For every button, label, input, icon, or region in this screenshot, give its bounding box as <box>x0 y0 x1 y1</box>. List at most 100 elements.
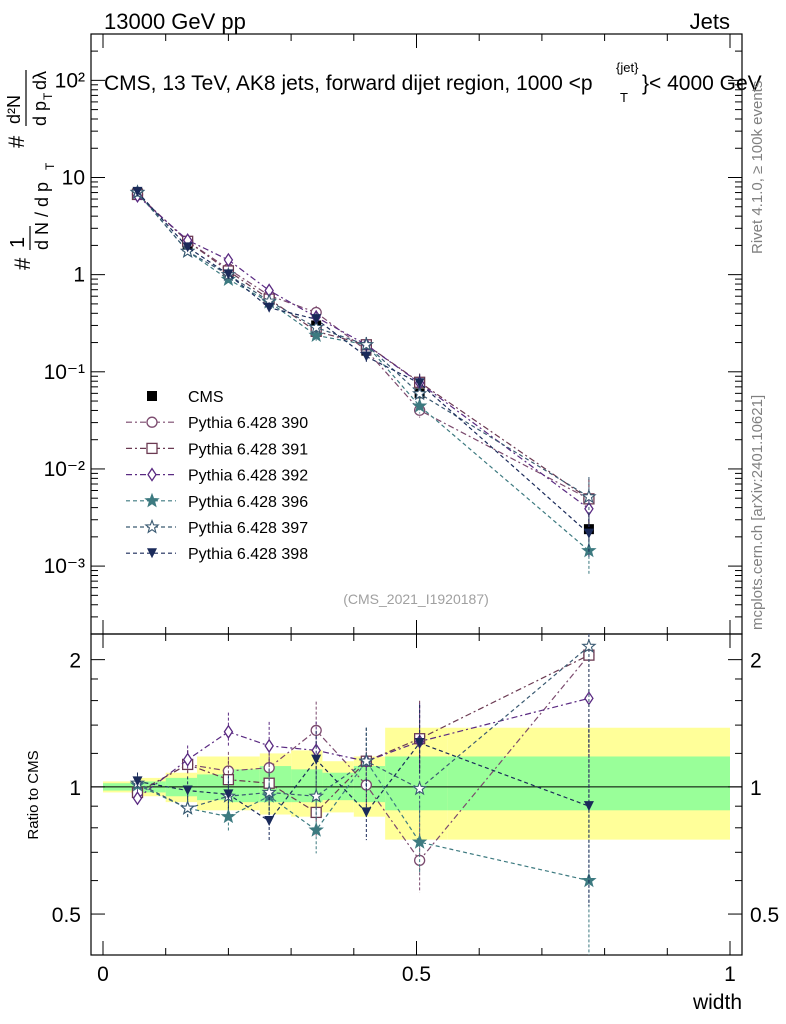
svg-text:d N / d p: d N / d p <box>32 182 52 250</box>
plot-title-sub: T <box>620 90 628 105</box>
svg-text:d²N: d²N <box>4 95 24 124</box>
series-4 <box>129 184 597 955</box>
point-main <box>581 488 597 504</box>
point-main <box>411 398 428 413</box>
point-main <box>223 269 234 280</box>
point-main <box>361 351 372 362</box>
band-inner-9 <box>385 756 448 811</box>
svg-text:T: T <box>43 162 57 170</box>
point-ratio <box>179 800 196 815</box>
point-main <box>132 186 143 197</box>
point-ratio <box>182 785 193 796</box>
main-y-tick-label: 10² <box>55 69 85 92</box>
x-tick-label: 1 <box>724 963 736 986</box>
legend-item-3: Pythia 6.428 392 <box>126 467 308 485</box>
series-line-ratio <box>137 654 590 814</box>
series-line-ratio <box>137 760 590 882</box>
plot-title-sup: {jet} <box>616 60 639 75</box>
legend-label: Pythia 6.428 390 <box>188 415 308 432</box>
legend-item-1: Pythia 6.428 390 <box>126 415 308 432</box>
svg-text:#: # <box>4 135 29 148</box>
point-ratio <box>223 724 234 739</box>
point-ratio <box>358 753 375 768</box>
legend-marker <box>144 518 160 534</box>
plot-title: CMS, 13 TeV, AK8 jets, forward dijet reg… <box>104 72 593 95</box>
point-ratio <box>261 784 277 800</box>
point-ratio <box>361 807 372 818</box>
analysis-label: (CMS_2021_I1920187) <box>343 591 489 607</box>
point-main <box>223 252 234 268</box>
svg-text:dλ: dλ <box>30 71 50 90</box>
point-ratio <box>223 789 234 800</box>
legend-label: Pythia 6.428 398 <box>188 546 308 563</box>
svg-text:#: # <box>10 257 35 270</box>
legend-label: CMS <box>188 389 224 406</box>
legend-marker <box>144 492 160 508</box>
ratio-y-tick-label: 2 <box>69 650 81 673</box>
main-y-label: # 1 d N / d p T # d²N d p T dλ <box>4 70 57 270</box>
point-ratio <box>311 754 322 765</box>
point-ratio <box>583 801 594 812</box>
series-line-ratio <box>137 697 590 799</box>
plot-title-main: CMS, 13 TeV, AK8 jets, forward dijet reg… <box>104 72 593 95</box>
legend-marker <box>147 467 157 482</box>
series-6 <box>132 186 594 907</box>
legend: CMS Pythia 6.428 390 Pythia 6.428 391 Pythi… <box>126 389 308 563</box>
rivet-label: Rivet 4.1.0, ≥ 100k events <box>749 81 766 254</box>
ratio-y-tick-label: 1 <box>69 777 81 800</box>
series-line-main <box>137 191 590 535</box>
main-y-tick-label: 10⁻³ <box>44 555 85 578</box>
ratio-y-tick-label: 0.5 <box>52 904 81 927</box>
series-line-ratio <box>137 654 590 862</box>
legend-item-6: Pythia 6.428 398 <box>126 546 308 563</box>
point-ratio <box>132 791 143 806</box>
legend-marker <box>146 416 158 428</box>
point-main <box>264 302 275 313</box>
series-line-main <box>137 191 590 498</box>
legend-marker <box>147 391 157 401</box>
point-ratio <box>132 776 143 787</box>
point-ratio <box>220 808 237 824</box>
series-line-main <box>137 195 590 510</box>
point-main <box>308 327 324 343</box>
point-ratio <box>310 724 322 737</box>
legend-item-4: Pythia 6.428 396 <box>126 492 308 511</box>
point-ratio <box>411 834 428 849</box>
header-right: Jets <box>690 9 730 34</box>
point-main <box>411 385 428 401</box>
point-ratio <box>414 737 425 748</box>
legend-item-0: CMS <box>147 389 224 406</box>
series-line-main <box>137 194 590 500</box>
main-y-tick-label: 10 <box>62 167 85 190</box>
ratio-y-tick-label-right: 2 <box>750 650 762 673</box>
uncertainty-bands <box>91 727 742 840</box>
main-y-tick-label: 10⁻² <box>44 458 85 481</box>
x-tick-label: 0 <box>97 963 109 986</box>
main-frame <box>90 33 743 635</box>
legend-label: Pythia 6.428 391 <box>188 441 308 458</box>
series-line-ratio <box>137 742 590 822</box>
main-y-tick-label: 10⁻¹ <box>44 361 85 384</box>
svg-text:1: 1 <box>7 237 29 248</box>
legend-label: Pythia 6.428 392 <box>188 468 308 485</box>
axis-ticks: 10⁻³ 10⁻² 10⁻¹ 1 10 10² 0.5 0.5 1 1 2 2 0 0.5 1 <box>44 33 779 986</box>
ratio-y-tick-label-right: 1 <box>750 777 762 800</box>
point-ratio <box>581 638 597 653</box>
point-ratio <box>308 788 324 803</box>
plot-title-end: }< 4000 GeV <box>642 72 762 95</box>
x-axis-label: width <box>692 991 742 1014</box>
point-ratio <box>264 738 274 754</box>
point-ratio <box>264 816 275 827</box>
x-tick-label: 0.5 <box>402 963 431 986</box>
svg-text:d p: d p <box>30 101 50 126</box>
legend-marker <box>146 442 158 455</box>
point-ratio <box>308 822 324 837</box>
legend-label: Pythia 6.428 397 <box>188 520 308 537</box>
series-layer <box>129 184 597 955</box>
legend-item-2: Pythia 6.428 391 <box>126 441 308 458</box>
legend-item-5: Pythia 6.428 397 <box>126 518 308 537</box>
ratio-y-tick-label-right: 0.5 <box>750 904 779 927</box>
ratio-y-label: Ratio to CMS <box>25 750 42 839</box>
legend-label: Pythia 6.428 396 <box>188 494 308 511</box>
